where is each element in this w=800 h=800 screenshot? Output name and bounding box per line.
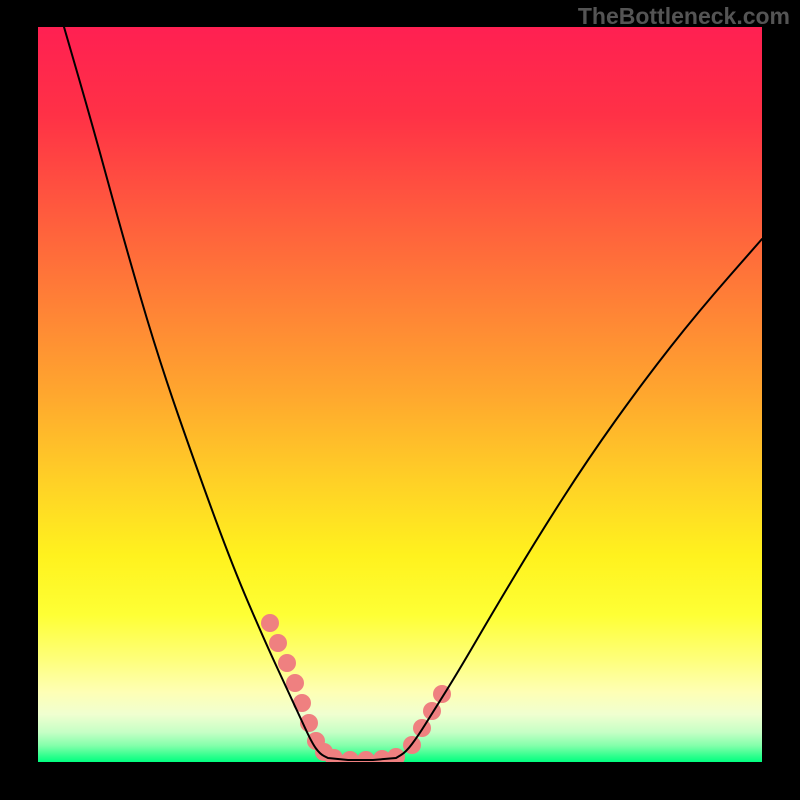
chart-container: TheBottleneck.com bbox=[0, 0, 800, 800]
bottleneck-curve bbox=[38, 27, 762, 762]
curve-markers bbox=[261, 614, 451, 762]
curve-line bbox=[64, 27, 762, 760]
curve-marker bbox=[269, 634, 287, 652]
plot-area bbox=[38, 27, 762, 762]
watermark-label: TheBottleneck.com bbox=[578, 3, 790, 30]
curve-marker bbox=[278, 654, 296, 672]
curve-marker bbox=[286, 674, 304, 692]
curve-marker bbox=[261, 614, 279, 632]
